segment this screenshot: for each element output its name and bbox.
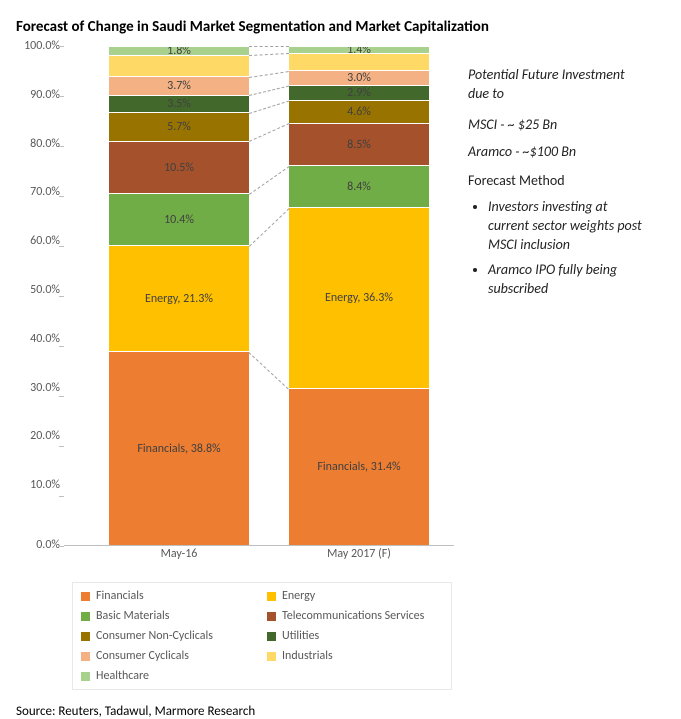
legend-swatch	[81, 592, 90, 601]
legend-label: Consumer Cyclicals	[96, 649, 189, 663]
connector-line	[249, 166, 290, 195]
legend-item-telecom: Telecommunications Services	[267, 609, 443, 623]
bar-segment-telecom: 8.5%	[289, 123, 429, 165]
connector-line	[248, 352, 289, 390]
legend-label: Consumer Non-Cyclicals	[96, 629, 213, 643]
legend-item-utilities: Utilities	[267, 629, 443, 643]
legend-item-financials: Financials	[81, 589, 257, 603]
y-tick-label: 0.0%	[36, 539, 60, 551]
connector-line	[249, 123, 289, 142]
y-tick-label: 60.0%	[30, 235, 60, 247]
y-tick-label: 70.0%	[30, 186, 60, 198]
legend-swatch	[81, 652, 90, 661]
method-bullet: Investors investing at current sector we…	[488, 198, 642, 255]
bar-segment-financials: Financials, 38.8%	[109, 351, 249, 545]
legend-item-cons_cyc: Consumer Cyclicals	[81, 649, 257, 663]
legend-item-industrials: Industrials	[267, 649, 443, 663]
connector-line	[249, 46, 289, 47]
legend-item-cons_noncyc: Consumer Non-Cyclicals	[81, 629, 257, 643]
chart-column: 100.0%90.0%80.0%70.0%60.0%50.0%40.0%30.0…	[16, 46, 454, 690]
content-row: 100.0%90.0%80.0%70.0%60.0%50.0%40.0%30.0…	[16, 46, 665, 690]
bar-segment-cons_cyc: 3.0%	[289, 70, 429, 85]
stacked-bar: Financials, 38.8%Energy, 21.3%10.4%10.5%…	[109, 46, 249, 545]
legend-label: Telecommunications Services	[282, 609, 424, 623]
x-tick-label: May 2017 (F)	[289, 547, 429, 561]
connector-line	[249, 53, 289, 56]
page-title: Forecast of Change in Saudi Market Segme…	[16, 18, 665, 36]
legend-swatch	[267, 652, 276, 661]
connector-line	[249, 86, 289, 96]
y-tick-label: 30.0%	[30, 382, 60, 394]
legend-swatch	[267, 592, 276, 601]
bar-segment-industrials	[109, 55, 249, 76]
y-tick-label: 100.0%	[24, 40, 60, 52]
bar-segment-energy: Energy, 36.3%	[289, 207, 429, 388]
y-axis: 100.0%90.0%80.0%70.0%60.0%50.0%40.0%30.0…	[16, 46, 64, 546]
legend-swatch	[267, 632, 276, 641]
method-list: Investors investing at current sector we…	[468, 198, 642, 298]
method-bullet: Aramco IPO fully being subscribed	[488, 261, 642, 299]
bar-segment-cons_noncyc: 4.6%	[289, 100, 429, 123]
legend-label: Financials	[96, 589, 144, 603]
y-tick-label: 80.0%	[30, 138, 60, 150]
y-tick-label: 90.0%	[30, 89, 60, 101]
legend-swatch	[267, 612, 276, 621]
bar-segment-cons_cyc: 3.7%	[109, 76, 249, 94]
y-tick-label: 40.0%	[30, 333, 60, 345]
legend-item-energy: Energy	[267, 589, 443, 603]
legend-item-basic_materials: Basic Materials	[81, 609, 257, 623]
plot-area: May-16May 2017 (F) Financials, 38.8%Ener…	[64, 46, 454, 546]
legend-swatch	[81, 672, 90, 681]
bar-segment-financials: Financials, 31.4%	[289, 388, 429, 545]
bar-segment-industrials	[289, 53, 429, 70]
bar-segment-healthcare: 1.8%	[109, 46, 249, 55]
x-axis-labels: May-16 May 2017 (F)	[64, 547, 454, 567]
bar-segment-utilities: 2.9%	[289, 85, 429, 99]
legend: Financials Energy Basic Materials Telecommu…	[72, 582, 452, 690]
method-header: Forecast Method	[468, 172, 642, 191]
legend-swatch	[81, 632, 90, 641]
bar-segment-telecom: 10.5%	[109, 141, 249, 193]
side-row-msci: MSCI - ~ $25 Bn	[468, 116, 642, 135]
y-tick-label: 10.0%	[30, 479, 60, 491]
bar-segment-basic_materials: 8.4%	[289, 165, 429, 207]
connector-line	[249, 208, 290, 247]
connector-line	[249, 71, 289, 78]
chart-region: 100.0%90.0%80.0%70.0%60.0%50.0%40.0%30.0…	[16, 46, 454, 546]
side-row-aramco: Aramco - ~$100 Bn	[468, 143, 642, 162]
y-tick-label: 50.0%	[30, 284, 60, 296]
legend-swatch	[81, 612, 90, 621]
stacked-bar: Financials, 31.4%Energy, 36.3%8.4%8.5%4.…	[289, 46, 429, 545]
legend-label: Industrials	[282, 649, 333, 663]
legend-label: Healthcare	[96, 669, 149, 683]
bar-segment-utilities: 3.5%	[109, 95, 249, 112]
side-intro: Potential Future Investment due to	[468, 66, 642, 104]
bar-segment-cons_noncyc: 5.7%	[109, 112, 249, 140]
legend-item-healthcare: Healthcare	[81, 669, 257, 683]
legend-label: Utilities	[282, 629, 319, 643]
bar-segment-basic_materials: 10.4%	[109, 193, 249, 245]
connector-line	[249, 100, 289, 113]
legend-label: Basic Materials	[96, 609, 169, 623]
source-text: Source: Reuters, Tadawul, Marmore Resear…	[16, 704, 665, 719]
bar-segment-energy: Energy, 21.3%	[109, 245, 249, 351]
y-tick-label: 20.0%	[30, 430, 60, 442]
side-panel: Potential Future Investment due to MSCI …	[462, 46, 642, 690]
legend-label: Energy	[282, 589, 315, 603]
x-tick-label: May-16	[109, 547, 249, 561]
bar-segment-healthcare: 1.4%	[289, 46, 429, 53]
